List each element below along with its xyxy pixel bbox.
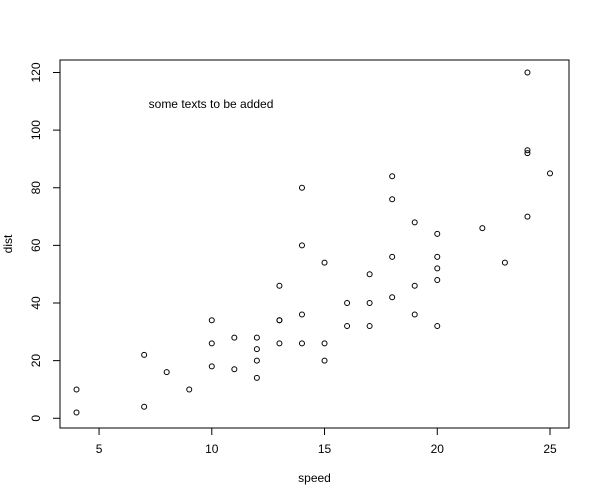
data-point: [434, 230, 441, 237]
data-point: [344, 300, 351, 307]
data-point: [298, 242, 305, 249]
data-points: [73, 69, 553, 416]
data-point: [501, 259, 508, 266]
data-point: [141, 403, 148, 410]
data-point: [186, 386, 193, 393]
y-tick-label: 20: [29, 354, 43, 368]
y-tick-label: 60: [29, 238, 43, 252]
data-point: [298, 340, 305, 347]
data-point: [163, 369, 170, 376]
data-point: [524, 69, 531, 76]
data-point: [321, 357, 328, 364]
data-point: [253, 334, 260, 341]
data-point: [208, 340, 215, 347]
y-tick-label: 120: [29, 62, 43, 82]
data-point: [231, 334, 238, 341]
data-point: [141, 351, 148, 358]
data-point: [276, 340, 283, 347]
y-tick-label: 0: [29, 415, 43, 422]
data-point: [321, 259, 328, 266]
data-point: [344, 323, 351, 330]
x-tick-label: 20: [431, 442, 445, 456]
data-point: [208, 317, 215, 324]
data-point: [524, 213, 531, 220]
data-point: [366, 271, 373, 278]
data-point: [208, 363, 215, 370]
data-point: [276, 317, 283, 324]
x-tick-label: 25: [543, 442, 557, 456]
plot-frame: [59, 59, 570, 429]
data-point: [366, 300, 373, 307]
data-point: [434, 323, 441, 330]
data-point: [479, 225, 486, 232]
data-point: [524, 147, 531, 154]
data-point: [389, 196, 396, 203]
data-point: [73, 386, 80, 393]
data-point: [389, 173, 396, 180]
data-point: [434, 276, 441, 283]
y-axis: 0 20 40 60 80 100 120: [29, 62, 61, 422]
data-point: [547, 170, 553, 177]
data-point: [411, 219, 418, 226]
data-point: [276, 282, 283, 289]
annotation-text: some texts to be added: [149, 97, 274, 111]
data-point: [298, 311, 305, 318]
data-point: [434, 265, 441, 272]
x-axis: 5 10 15 20 25: [96, 427, 557, 456]
y-tick-label: 100: [29, 120, 43, 140]
x-tick-label: 10: [205, 442, 219, 456]
data-point: [298, 184, 305, 191]
data-point: [411, 311, 418, 318]
x-axis-title: speed: [298, 471, 331, 485]
y-axis-title: dist: [1, 234, 15, 253]
y-tick-label: 80: [29, 181, 43, 195]
data-point: [434, 253, 441, 260]
data-point: [389, 253, 396, 260]
data-point: [321, 340, 328, 347]
data-point: [73, 409, 80, 416]
data-point: [253, 357, 260, 364]
data-point: [253, 374, 260, 381]
data-point: [524, 150, 531, 157]
y-tick-label: 40: [29, 296, 43, 310]
data-point: [411, 282, 418, 289]
data-point: [231, 366, 238, 373]
x-tick-label: 5: [96, 442, 103, 456]
data-point: [253, 346, 260, 353]
data-point: [366, 323, 373, 330]
x-tick-label: 15: [318, 442, 332, 456]
data-point: [389, 294, 396, 301]
